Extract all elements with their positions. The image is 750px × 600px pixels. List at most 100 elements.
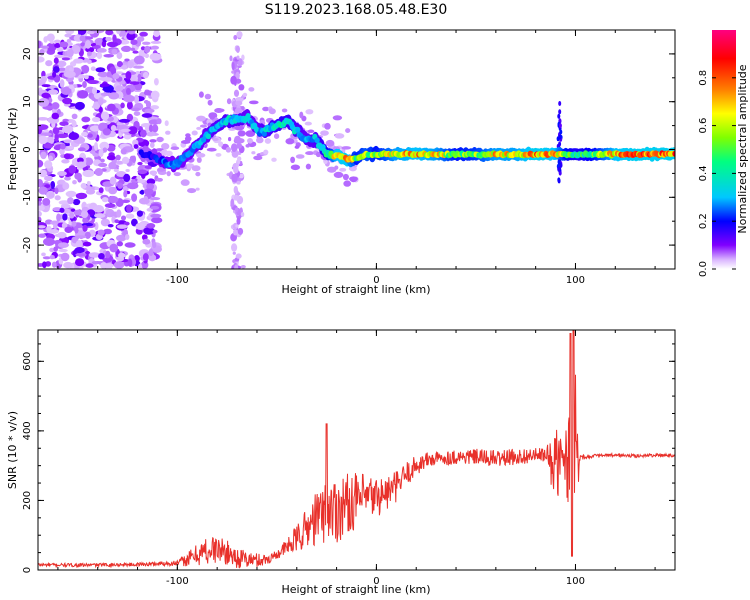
spectrogram-cell-571 — [109, 176, 117, 185]
spectrogram-cell-726 — [75, 240, 83, 249]
spectrogram-cell-781 — [150, 213, 162, 219]
spectrogram-cell-846 — [146, 131, 156, 137]
spectrogram-cell-854 — [146, 223, 156, 229]
spectrogram-cell-771 — [87, 79, 99, 85]
spectrogram-cell-458 — [56, 60, 67, 68]
spectrogram-cell-861 — [38, 97, 50, 107]
spectrogram-cell-624 — [150, 40, 162, 44]
spectrogram-cell-128 — [65, 30, 75, 35]
spectrogram-cell-883 — [127, 258, 133, 267]
spectrogram-cell-377 — [116, 30, 121, 35]
spectrogram-cell-1073 — [247, 138, 253, 144]
svg-text:0.6: 0.6 — [698, 118, 709, 134]
colorbar-ticks: 0.0 0.2 0.4 0.6 0.8 — [698, 70, 736, 277]
spectrogram-cell-827 — [82, 241, 92, 247]
spectrogram-cell-517 — [143, 227, 155, 235]
spectrogram-cell-946 — [240, 211, 245, 217]
spectrogram-cell-903 — [230, 243, 238, 252]
spectrogram-cell-396 — [124, 242, 136, 248]
spectrogram-cell-833 — [125, 87, 131, 95]
spectrogram-cell-1129 — [334, 165, 339, 170]
spectrogram-cell-814 — [49, 254, 55, 260]
spectrogram-cell-354 — [151, 241, 157, 249]
spectrogram-x-axis-label: Height of straight line (km) — [281, 283, 430, 296]
spectrogram-cell-788 — [120, 30, 126, 37]
spectrogram-cell-356 — [146, 178, 156, 185]
spectrogram-cell-602 — [111, 48, 118, 55]
spectrogram-cell-977 — [240, 265, 246, 269]
spectrogram-cell-1202 — [214, 108, 224, 113]
spectrogram-cell-387 — [38, 56, 45, 63]
spectrogram-cell-793 — [105, 250, 111, 259]
spectrogram-cell-1008 — [230, 75, 237, 85]
svg-text:400: 400 — [22, 421, 33, 440]
spectrogram-cell-621 — [136, 175, 141, 180]
spectrogram-cell-928 — [241, 54, 245, 61]
spectrogram-image — [38, 30, 675, 269]
spectrogram-cell-249 — [77, 30, 87, 36]
spectrogram-cell-763 — [75, 192, 88, 200]
spectrogram-cell-1170 — [164, 120, 169, 127]
spectrogram-cell-879 — [67, 48, 74, 58]
spectrogram-cell-892 — [120, 128, 131, 133]
spectrogram-cell-543 — [116, 52, 123, 60]
spectrogram-cell-794 — [96, 48, 107, 53]
svg-text:0: 0 — [373, 275, 379, 286]
spectrogram-cell-792 — [109, 243, 119, 253]
spectrogram-cell-1195 — [191, 165, 201, 172]
spectrogram-cell-773 — [98, 187, 104, 194]
spectrogram-cell-1150 — [165, 130, 171, 135]
svg-text:100: 100 — [566, 275, 585, 286]
spectrogram-cell-789 — [133, 94, 140, 104]
spectrogram-cell-783 — [98, 149, 104, 157]
spectrogram-cell-280 — [86, 180, 91, 186]
spectrogram-cell-579 — [99, 141, 110, 151]
spectrogram-cell-1039 — [156, 136, 164, 143]
spectrogram-cell-867 — [108, 92, 120, 100]
spectrogram-cell-541 — [137, 169, 148, 175]
spectrogram-cell-1893 — [672, 150, 675, 157]
snr-y-axis-label: SNR (10 * v/v) — [6, 411, 19, 489]
spectrogram-cell-1210 — [198, 91, 204, 98]
spectrogram-cell-168 — [91, 261, 98, 265]
spectrogram-cell-562 — [129, 81, 140, 85]
spectrogram-cell-744 — [133, 55, 145, 65]
spectrogram-cell-616 — [144, 108, 155, 113]
spectrogram-cell-1205 — [156, 177, 163, 182]
spectrogram-cell-1103 — [180, 179, 190, 186]
spectrogram-cell-1183 — [263, 149, 269, 155]
spectrogram-cell-655 — [148, 248, 154, 257]
spectrogram-cell-732 — [137, 178, 146, 184]
spectrogram-cell-255 — [38, 159, 44, 168]
spectrogram-cell-242 — [63, 139, 73, 144]
spectrogram-cell-860 — [74, 258, 85, 267]
spectrogram-cell-756 — [62, 125, 74, 134]
spectrogram-cell-996 — [230, 198, 235, 208]
spectrogram-cell-566 — [52, 207, 62, 212]
spectrogram-cell-355 — [60, 252, 70, 262]
spectrogram-cell-839 — [56, 133, 69, 139]
spectrogram-cell-1157 — [333, 171, 344, 179]
spectrogram-cell-50 — [53, 54, 65, 58]
spectrogram-cell-768 — [64, 153, 71, 160]
snr-frame — [37, 329, 676, 571]
spectrogram-cell-305 — [71, 113, 78, 120]
spectrogram-cell-960 — [231, 150, 239, 158]
spectrogram-cell-1600 — [205, 133, 211, 140]
spectrogram-cell-733 — [84, 40, 92, 49]
spectrogram-cell-457 — [131, 218, 138, 227]
spectrogram-cell-440 — [145, 100, 152, 109]
spectrogram-cell-212 — [59, 121, 69, 127]
spectrogram-cell-678 — [69, 212, 75, 219]
spectrogram-cell-737 — [40, 132, 53, 136]
spectrogram-cell-1243 — [557, 166, 561, 172]
spectrogram-cell-1127 — [218, 141, 224, 147]
spectrogram-cell-371 — [94, 186, 100, 191]
spectrogram-cell-1076 — [305, 151, 315, 156]
spectrogram-cell-1143 — [196, 152, 206, 158]
spectrogram-cell-1123 — [199, 124, 208, 128]
spectrogram-cell-730 — [53, 57, 59, 65]
spectrogram-cell-812 — [91, 116, 101, 123]
spectrogram-cell-1003 — [233, 89, 240, 97]
